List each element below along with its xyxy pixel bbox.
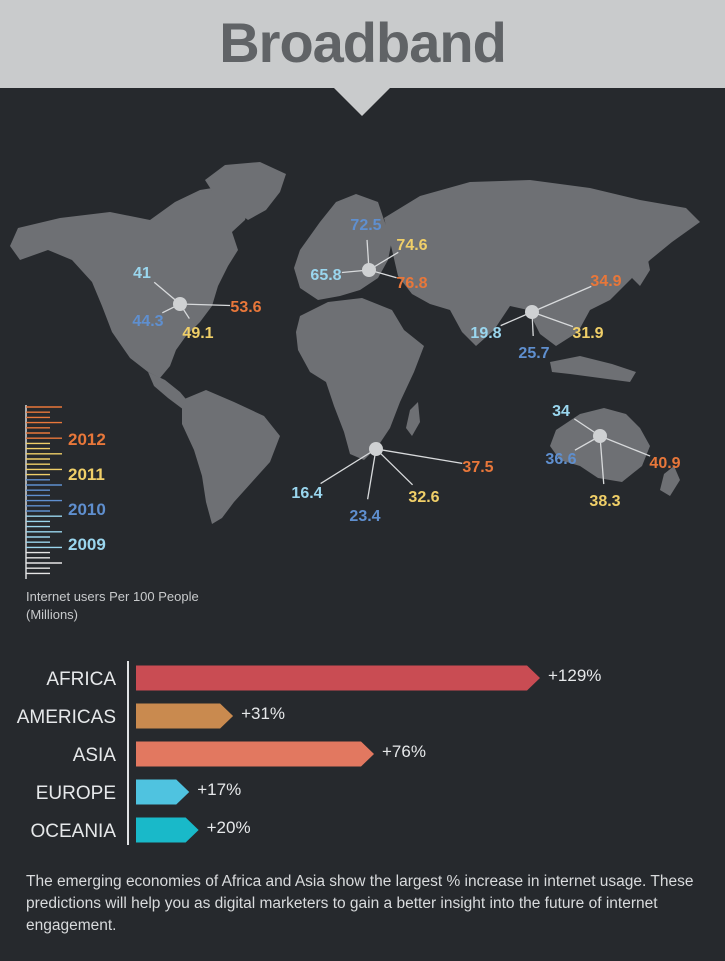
leader-line	[179, 303, 231, 307]
value-label: +31%	[241, 704, 285, 723]
legend-year-2009: 2009	[68, 535, 106, 554]
data-label: 31.9	[572, 325, 603, 342]
value-label: +129%	[548, 666, 601, 685]
data-label: 49.1	[182, 325, 213, 342]
bar-americas	[136, 703, 234, 729]
region-hub-marker	[362, 263, 376, 277]
region-hub-marker	[525, 305, 539, 319]
bar-africa	[136, 665, 540, 691]
growth-bar-chart: AFRICA +129% AMERICAS +31% ASIA +76% EUROPE +17…	[17, 661, 601, 845]
japan-landmass	[632, 250, 650, 286]
leader-line	[320, 448, 377, 485]
leader-line	[531, 285, 592, 313]
north-america-landmass	[10, 186, 250, 378]
data-label: 76.8	[396, 275, 427, 292]
leader-line	[599, 435, 651, 457]
page-title: Broadband	[219, 11, 507, 74]
greenland-landmass	[205, 162, 286, 220]
data-label: 34.9	[590, 273, 621, 290]
leader-line	[375, 448, 463, 465]
category-label: ASIA	[73, 745, 117, 766]
category-label: OCEANIA	[30, 821, 116, 842]
bar-europe	[136, 779, 190, 805]
data-label: 16.4	[291, 485, 322, 502]
value-label: +20%	[207, 818, 251, 837]
data-label: 23.4	[349, 508, 380, 525]
data-label: 72.5	[350, 217, 381, 234]
header-pointer	[334, 88, 390, 116]
bar-asia	[136, 741, 375, 767]
region-hub-marker	[173, 297, 187, 311]
madagascar-landmass	[406, 402, 420, 436]
leader-line	[366, 448, 377, 500]
data-label: 32.6	[408, 489, 439, 506]
asia-landmass	[384, 180, 700, 346]
data-label: 74.6	[396, 237, 427, 254]
footnote-text: The emerging economies of Africa and Asi…	[26, 873, 694, 934]
southeast-asia-islands	[550, 356, 636, 382]
category-label: AMERICAS	[17, 707, 116, 728]
legend-year-2012: 2012	[68, 430, 106, 449]
data-label: 38.3	[589, 493, 620, 510]
data-label: 34	[552, 403, 570, 420]
uk-landmass	[300, 246, 316, 272]
header-banner: Broadband	[0, 0, 725, 88]
data-label: 40.9	[649, 455, 680, 472]
data-label: 44.3	[132, 313, 163, 330]
legend-caption: Internet users Per 100 People (Millions)	[26, 589, 199, 622]
category-label: AFRICA	[46, 669, 116, 690]
data-label: 19.8	[470, 325, 501, 342]
data-label: 53.6	[230, 299, 261, 316]
africa-landmass	[296, 298, 424, 460]
europe-landmass	[294, 194, 392, 300]
leader-line	[531, 311, 574, 328]
leader-line	[599, 435, 605, 485]
new-zealand-landmass	[660, 466, 680, 496]
legend-year-2011: 2011	[68, 465, 105, 484]
australia-landmass	[550, 408, 650, 482]
legend-year-2010: 2010	[68, 500, 106, 519]
data-label: 41	[133, 265, 151, 282]
data-label: 25.7	[518, 345, 549, 362]
world-map: 41 44.3 49.1 53.6 65.8 72.5 74.6 76.8 19.8 25.7 31…	[10, 162, 700, 525]
value-label: +76%	[382, 742, 426, 761]
region-hub-marker	[593, 429, 607, 443]
data-label: 65.8	[310, 267, 341, 284]
value-label: +17%	[197, 780, 241, 799]
leader-line	[375, 448, 414, 486]
bar-oceania	[136, 817, 199, 843]
central-america-landmass	[148, 372, 190, 410]
data-label: 36.6	[545, 451, 576, 468]
region-hub-marker	[369, 442, 383, 456]
data-label: 37.5	[462, 459, 493, 476]
south-america-landmass	[182, 390, 280, 524]
category-label: EUROPE	[36, 783, 116, 804]
year-legend: 2012 2011 2010 2009	[25, 405, 106, 579]
